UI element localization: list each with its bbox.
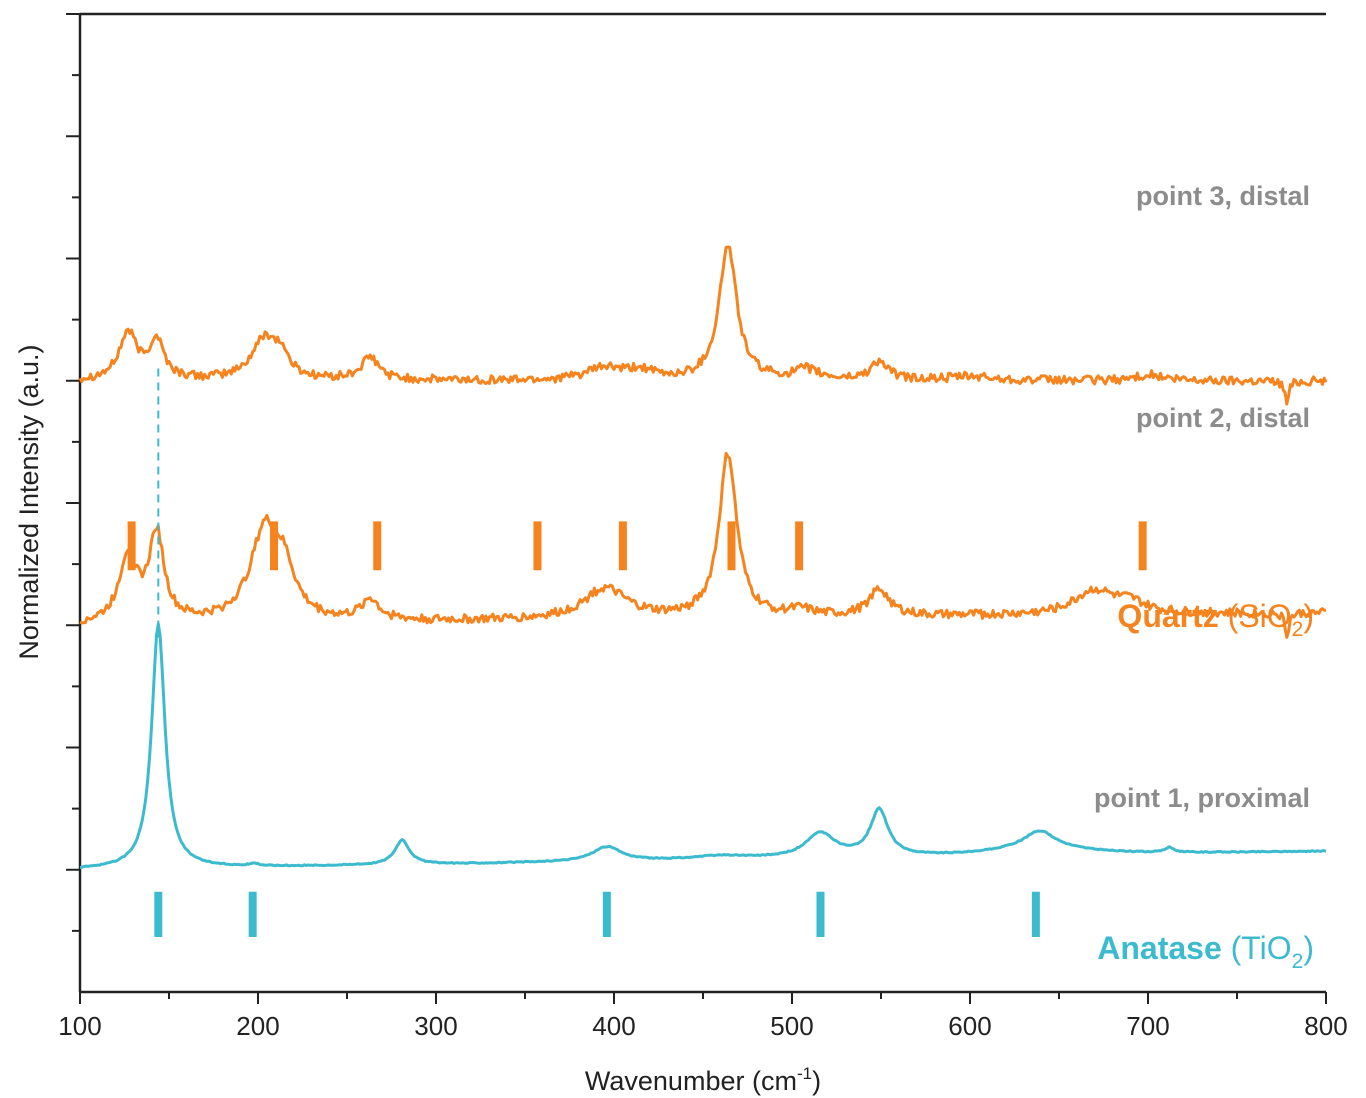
anatase-formula: (TiO xyxy=(1231,930,1292,966)
quartz-formula: (SiO xyxy=(1228,598,1292,634)
x-tick-label: 600 xyxy=(948,1011,991,1041)
y-axis-ticks xyxy=(66,14,80,931)
x-tick-label: 500 xyxy=(770,1011,813,1041)
x-axis-ticks: 100 200 300 400 500 600 700 800 xyxy=(58,992,1347,1041)
x-tick-label: 400 xyxy=(592,1011,635,1041)
series-label-point-3: point 3, distal xyxy=(1136,181,1310,211)
anatase-name: Anatase xyxy=(1097,930,1222,966)
x-tick-label: 200 xyxy=(236,1011,279,1041)
quartz-formula-sub: 2 xyxy=(1292,618,1304,641)
x-tick-label: 300 xyxy=(414,1011,457,1041)
plot-frame xyxy=(80,14,1326,992)
reference-markers xyxy=(132,521,1143,937)
quartz-name: Quartz xyxy=(1117,598,1218,634)
anatase-formula-sub: 2 xyxy=(1292,950,1304,973)
x-axis-title-text: Wavenumber (cm xyxy=(585,1066,797,1096)
series-label-point-2: point 2, distal xyxy=(1136,403,1310,433)
x-axis-title-sup: -1 xyxy=(797,1064,812,1083)
spectrum-line-3 xyxy=(80,247,1326,404)
y-axis-title: Normalized Intensity (a.u.) xyxy=(14,344,44,659)
spectrum-line-1 xyxy=(80,624,1326,868)
x-axis-title-close: ) xyxy=(812,1066,821,1096)
x-tick-label: 800 xyxy=(1304,1011,1347,1041)
x-axis-title: Wavenumber (cm-1) xyxy=(585,1064,821,1096)
anatase-formula-close: ) xyxy=(1303,930,1314,966)
quartz-reference-label: Quartz (SiO2) xyxy=(1117,598,1314,641)
x-tick-label: 100 xyxy=(58,1011,101,1041)
x-tick-label: 700 xyxy=(1126,1011,1169,1041)
quartz-formula-close: ) xyxy=(1303,598,1314,634)
series-label-point-1: point 1, proximal xyxy=(1094,783,1310,813)
anatase-reference-label: Anatase (TiO2) xyxy=(1097,930,1314,973)
